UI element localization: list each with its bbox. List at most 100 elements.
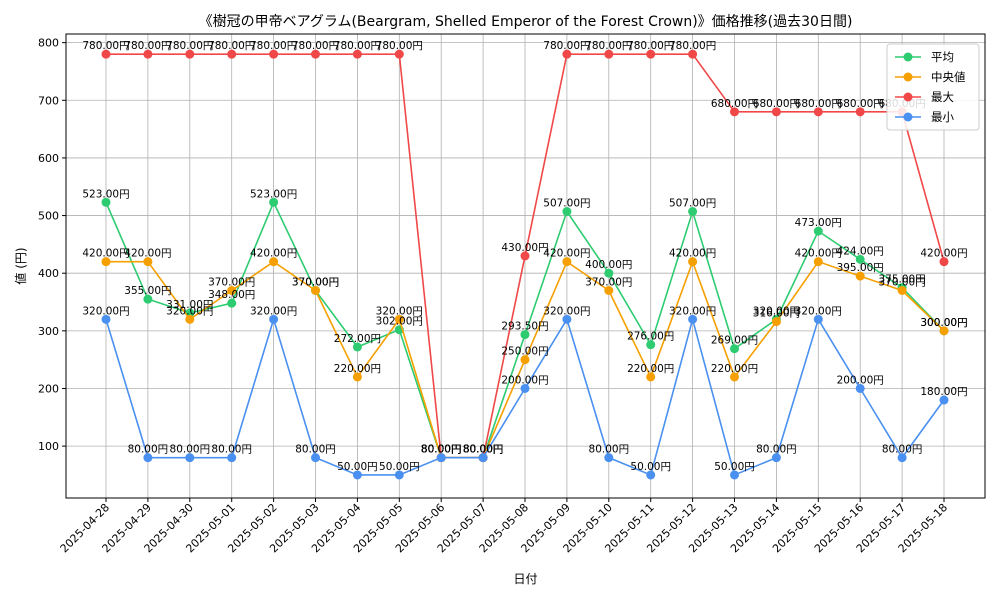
data-point — [688, 207, 698, 217]
legend-swatch-marker — [903, 72, 913, 82]
data-label: 50.00円 — [379, 461, 420, 473]
data-label: 348.00円 — [208, 289, 255, 301]
data-point — [520, 251, 530, 261]
data-label: 320.00円 — [82, 305, 129, 317]
data-label: 780.00円 — [82, 40, 129, 52]
data-point — [897, 285, 907, 295]
y-tick-label: 600 — [38, 152, 59, 165]
legend-swatch-marker — [903, 52, 913, 62]
data-point — [604, 49, 614, 59]
data-label: 420.00円 — [795, 248, 842, 260]
data-label: 523.00円 — [250, 188, 297, 200]
data-label: 507.00円 — [669, 198, 716, 210]
data-point — [520, 383, 530, 393]
data-point — [143, 257, 153, 267]
data-point — [604, 453, 614, 463]
data-point — [101, 314, 111, 324]
y-tick-label: 300 — [38, 325, 59, 338]
data-point — [771, 107, 781, 117]
data-label: 80.00円 — [463, 444, 504, 456]
data-point — [562, 207, 572, 217]
data-point — [562, 257, 572, 267]
data-label: 80.00円 — [463, 444, 504, 456]
data-label: 80.00円 — [463, 444, 504, 456]
data-point — [352, 342, 362, 352]
data-label: 424.00円 — [837, 245, 884, 257]
data-point — [394, 470, 404, 480]
data-point — [562, 49, 572, 59]
data-label: 680.00円 — [711, 98, 758, 110]
data-point — [185, 453, 195, 463]
data-label: 375.00円 — [878, 274, 925, 286]
data-point — [436, 453, 446, 463]
data-point — [269, 257, 279, 267]
data-point — [855, 254, 865, 264]
data-label: 780.00円 — [543, 40, 590, 52]
data-point — [227, 298, 237, 308]
data-label: 300.00円 — [920, 317, 967, 329]
data-label: 269.00円 — [711, 335, 758, 347]
data-point — [604, 268, 614, 278]
data-point — [730, 470, 739, 480]
data-point — [939, 257, 949, 267]
data-label: 430.00円 — [501, 242, 548, 254]
data-point — [311, 49, 320, 59]
data-label: 331.00円 — [166, 299, 213, 311]
data-point — [646, 470, 656, 480]
data-label: 420.00円 — [124, 248, 171, 260]
legend-label: 最小 — [931, 110, 954, 124]
data-label: 780.00円 — [124, 40, 171, 52]
data-point — [520, 355, 530, 365]
data-point — [562, 314, 572, 324]
legend-swatch-marker — [903, 112, 913, 122]
data-label: 320.00円 — [543, 305, 590, 317]
data-point — [143, 453, 153, 463]
data-point — [227, 285, 237, 295]
data-label: 50.00円 — [714, 461, 755, 473]
data-point — [394, 314, 404, 324]
data-point — [478, 453, 488, 463]
data-label: 420.00円 — [250, 248, 297, 260]
y-tick-label: 200 — [38, 382, 59, 395]
y-tick-label: 500 — [38, 210, 59, 223]
data-point — [269, 197, 279, 207]
x-axis-label: 日付 — [513, 572, 537, 586]
data-label: 250.00円 — [501, 346, 548, 358]
data-point — [352, 372, 362, 382]
data-label: 220.00円 — [334, 363, 381, 375]
data-label: 370.00円 — [878, 276, 925, 288]
data-point — [939, 395, 949, 405]
data-label: 320.00円 — [669, 305, 716, 317]
data-label: 780.00円 — [376, 40, 423, 52]
data-point — [185, 49, 195, 59]
data-label: 320.00円 — [250, 305, 297, 317]
y-tick-label: 100 — [38, 440, 59, 453]
data-label: 80.00円 — [421, 444, 462, 456]
data-point — [813, 314, 823, 324]
data-label: 320.00円 — [376, 305, 423, 317]
data-point — [101, 197, 111, 207]
data-point — [897, 453, 907, 463]
data-point — [352, 49, 362, 59]
data-label: 420.00円 — [669, 248, 716, 260]
data-point — [352, 470, 362, 480]
data-label: 80.00円 — [756, 444, 797, 456]
y-tick-label: 400 — [38, 267, 59, 280]
data-label: 420.00円 — [543, 248, 590, 260]
data-label: 680.00円 — [753, 98, 800, 110]
data-point — [185, 314, 195, 324]
data-point — [101, 257, 111, 267]
data-point — [646, 340, 656, 350]
data-point — [688, 314, 698, 324]
data-label: 370.00円 — [292, 276, 339, 288]
data-label: 220.00円 — [711, 363, 758, 375]
data-point — [227, 49, 237, 59]
data-point — [646, 49, 656, 59]
data-label: 80.00円 — [421, 444, 462, 456]
data-label: 320.00円 — [753, 305, 800, 317]
data-point — [311, 285, 320, 295]
data-label: 316.00円 — [753, 308, 800, 320]
data-label: 50.00円 — [630, 461, 671, 473]
